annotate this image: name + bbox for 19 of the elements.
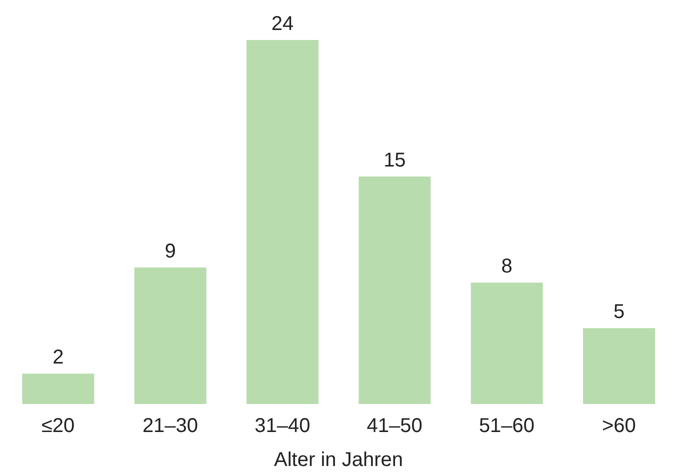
x-tick-label: 31–40: [254, 415, 310, 438]
data-label: 2: [52, 346, 64, 369]
x-tick-label: 21–30: [142, 415, 198, 438]
bar: [470, 282, 543, 404]
bar: [246, 40, 319, 404]
data-label: 24: [271, 13, 294, 35]
bar: [134, 268, 206, 404]
data-label: 5: [613, 301, 625, 324]
x-tick-label: 51–60: [478, 415, 535, 438]
bar: [583, 328, 656, 404]
data-label: 15: [384, 150, 406, 172]
x-axis-title: Alter in Jahren: [274, 449, 403, 471]
bar: [22, 374, 94, 404]
data-label: 8: [501, 256, 512, 278]
x-tick-label: >60: [602, 415, 636, 438]
x-tick-label: ≤20: [41, 415, 75, 438]
x-tick-label: 41–50: [366, 415, 422, 438]
bar: [358, 176, 431, 404]
data-label: 9: [164, 240, 176, 262]
